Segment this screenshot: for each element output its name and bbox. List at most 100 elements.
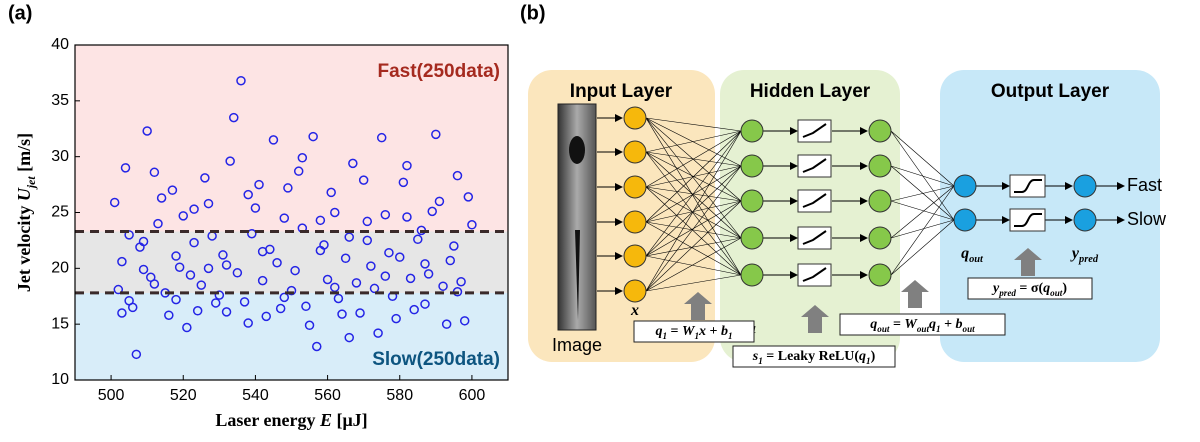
data-point xyxy=(109,197,120,208)
variable-label: qout xyxy=(961,245,984,265)
data-point xyxy=(113,284,124,295)
data-point xyxy=(120,163,131,173)
subscript: out xyxy=(917,324,930,334)
neuron xyxy=(868,119,892,143)
subscript: out xyxy=(877,324,890,334)
data-point xyxy=(138,264,149,275)
jet-image-jet xyxy=(575,230,580,320)
neuron xyxy=(1073,208,1097,232)
neuron xyxy=(953,174,977,198)
connection xyxy=(890,130,955,221)
equation-box xyxy=(633,320,755,343)
data-point xyxy=(124,230,134,240)
activation-curve xyxy=(802,267,827,282)
data-point xyxy=(304,320,315,331)
text-part: = xyxy=(889,317,904,332)
x-tick-label: 560 xyxy=(314,387,341,404)
data-point xyxy=(268,135,279,145)
region xyxy=(75,292,508,380)
data-point xyxy=(449,241,459,251)
data-point xyxy=(380,271,391,281)
data-point xyxy=(333,293,344,304)
panel-label: (b) xyxy=(520,2,546,24)
data-point xyxy=(362,235,373,246)
data-point xyxy=(178,211,188,221)
connection xyxy=(645,237,742,257)
equation-box xyxy=(732,345,896,368)
data-point xyxy=(405,273,416,284)
neuron xyxy=(740,226,764,250)
data-point xyxy=(308,131,318,142)
symbol: E xyxy=(319,410,332,430)
connection xyxy=(645,255,742,276)
x-tick-label: 540 xyxy=(242,387,269,404)
y-tick-label: 20 xyxy=(51,260,69,277)
data-point xyxy=(362,216,373,227)
neuron xyxy=(953,208,977,232)
connection xyxy=(645,221,742,239)
y-tick-label: 35 xyxy=(51,92,69,109)
data-point xyxy=(337,309,347,319)
data-point xyxy=(254,179,264,190)
variable-label: ypred xyxy=(1070,245,1099,265)
subscript: 1 xyxy=(728,331,733,341)
data-point xyxy=(290,265,300,276)
connection xyxy=(645,130,742,223)
symbol: q xyxy=(1043,281,1050,296)
x-tick-label: 500 xyxy=(98,387,125,404)
text-part: = σ( xyxy=(1016,281,1044,296)
gray-arrow xyxy=(684,292,712,320)
symbol: x xyxy=(698,324,706,339)
connection xyxy=(645,130,742,257)
neuron xyxy=(868,189,892,213)
output-label: Fast xyxy=(1127,175,1162,195)
data-point xyxy=(373,328,383,338)
data-point xyxy=(214,290,225,300)
data-point xyxy=(171,294,181,305)
data-point xyxy=(272,258,282,268)
neuron xyxy=(740,189,764,213)
data-point xyxy=(409,304,419,315)
connection xyxy=(645,200,742,292)
data-point xyxy=(127,302,138,313)
data-point xyxy=(376,132,387,143)
symbol: s xyxy=(752,349,759,364)
data-point xyxy=(438,281,448,291)
equation: q1 = W1x + b1 xyxy=(655,324,732,341)
gray-arrow xyxy=(801,305,829,333)
neuron xyxy=(623,106,647,130)
data-point xyxy=(286,285,297,296)
data-point xyxy=(142,126,152,136)
data-point xyxy=(146,272,156,283)
data-point xyxy=(445,255,456,266)
x-tick-label: 580 xyxy=(386,387,413,404)
connection xyxy=(645,186,742,239)
sigmoid-curve xyxy=(1014,179,1042,193)
data-point xyxy=(117,308,127,318)
output-label: Slow xyxy=(1127,209,1167,229)
neuron xyxy=(623,210,647,234)
connection xyxy=(645,117,742,132)
connection xyxy=(890,185,955,276)
activation-curve xyxy=(802,193,827,208)
equation: s1 = Leaky ReLU(q1) xyxy=(752,349,876,366)
data-point xyxy=(431,129,441,140)
hidden-layer-box xyxy=(720,70,900,362)
data-point xyxy=(452,170,463,181)
data-point xyxy=(239,297,250,307)
y-tick-label: 40 xyxy=(51,36,69,53)
connection xyxy=(890,219,955,239)
subscript: out xyxy=(1050,288,1063,298)
data-point xyxy=(293,166,304,176)
connection xyxy=(645,130,742,292)
annotation: Fast(250data) xyxy=(378,61,501,82)
x-tick-label: 520 xyxy=(170,387,197,404)
subscript: pred xyxy=(1078,254,1099,265)
data-point xyxy=(275,303,286,314)
equation: qout = Woutq1 + bout xyxy=(870,317,975,334)
data-point xyxy=(203,263,214,274)
neuron xyxy=(740,154,764,178)
symbol: U xyxy=(14,187,34,201)
data-point xyxy=(250,203,261,213)
